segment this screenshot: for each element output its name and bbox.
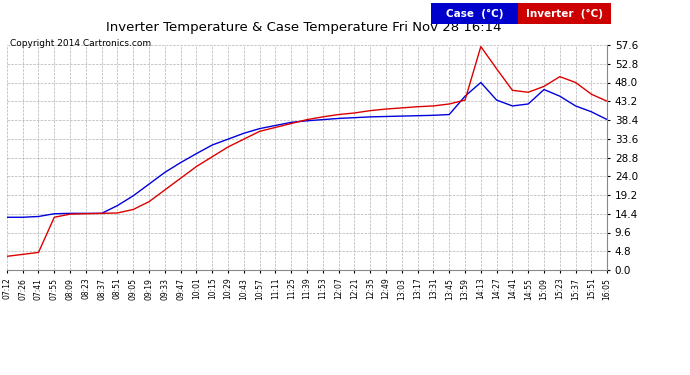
Text: Case  (°C): Case (°C) bbox=[446, 9, 503, 18]
Text: Copyright 2014 Cartronics.com: Copyright 2014 Cartronics.com bbox=[10, 39, 152, 48]
Text: Inverter  (°C): Inverter (°C) bbox=[526, 9, 602, 18]
Text: Inverter Temperature & Case Temperature Fri Nov 28 16:14: Inverter Temperature & Case Temperature … bbox=[106, 21, 502, 34]
